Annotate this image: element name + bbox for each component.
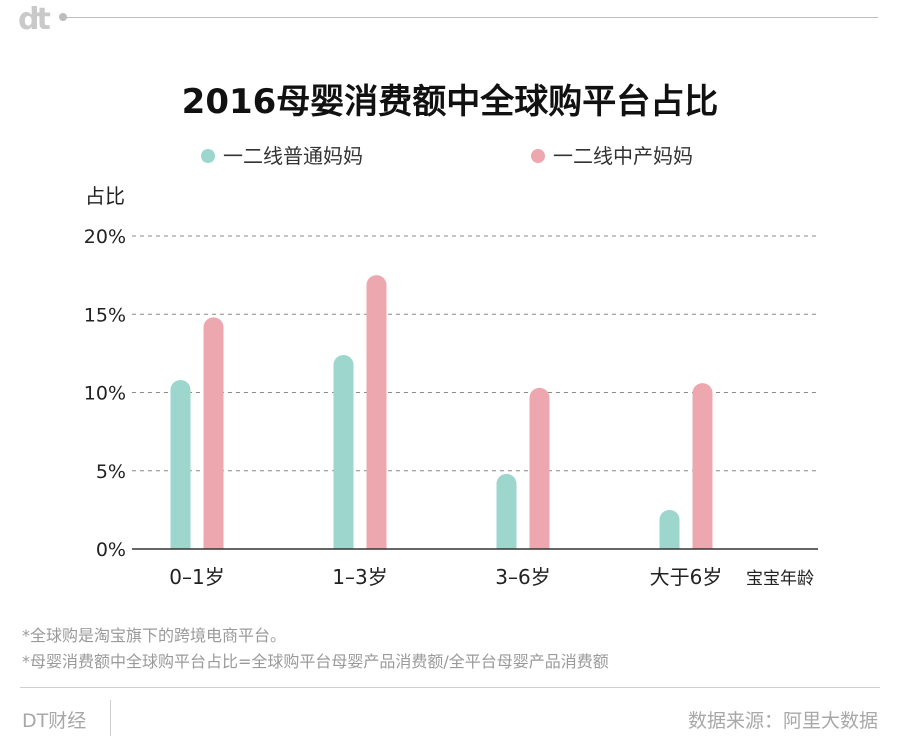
y-tick-label: 15% [84, 304, 126, 326]
brand-label: DT财经 [22, 710, 87, 732]
y-tick-label: 5% [96, 461, 126, 483]
footnote-1: *全球购是淘宝旗下的跨境电商平台。 [22, 626, 287, 645]
footer-divider [110, 700, 111, 736]
x-tick-label: 大于6岁 [650, 565, 723, 589]
x-tick-label: 3–6岁 [495, 565, 550, 589]
bar-1-2 [333, 354, 354, 549]
chart-title: 2016母婴消费额中全球购平台占比 [181, 82, 719, 122]
y-tick-label: 10% [84, 383, 126, 405]
footer-rule [20, 687, 880, 688]
bar-1-3 [496, 473, 517, 549]
bar-1-1 [170, 379, 191, 549]
bar-2-1 [203, 317, 224, 549]
source-label: 数据来源：阿里大数据 [687, 710, 878, 732]
legend-marker-1 [201, 149, 215, 163]
x-tick-label: 1–3岁 [332, 565, 387, 589]
header-dot [59, 13, 67, 21]
bar-2-3 [529, 387, 550, 549]
legend-marker-2 [531, 149, 545, 163]
bar-2-2 [366, 275, 387, 549]
legend-label-2: 一二线中产妈妈 [553, 144, 693, 168]
y-tick-label: 20% [84, 226, 126, 248]
dt-logo: dt [18, 2, 51, 37]
footnote-2: *母婴消费额中全球购平台占比=全球购平台母婴产品消费额/全平台母婴产品消费额 [22, 652, 609, 671]
bar-2-4 [692, 383, 713, 549]
y-tick-label: 0% [96, 539, 126, 561]
y-axis-label: 占比 [85, 184, 125, 208]
legend-label-1: 一二线普通妈妈 [223, 144, 363, 168]
bar-1-4 [659, 509, 680, 549]
header-rule [66, 17, 878, 18]
x-axis-label: 宝宝年龄 [746, 569, 814, 589]
x-tick-label: 0–1岁 [169, 565, 224, 589]
